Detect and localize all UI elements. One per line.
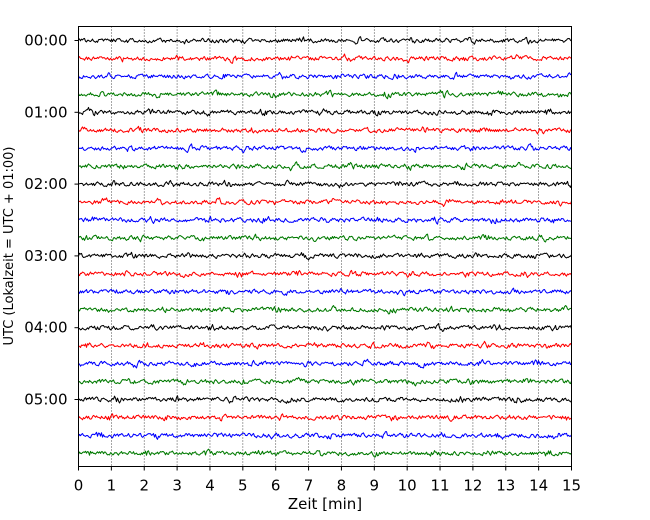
x-tick-label: 6 [271, 477, 281, 495]
x-tick-label: 3 [172, 477, 182, 495]
trace-line [77, 413, 572, 422]
x-axis-ticks: 0 1 2 3 4 5 6 7 8 9 10 11 12 13 14 15 [74, 466, 581, 495]
y-tick-label: 05:00 [24, 391, 67, 409]
vertical-gridlines [111, 26, 539, 467]
x-tick-label: 14 [529, 477, 548, 495]
y-tick-label: 03:00 [24, 247, 67, 265]
trace-line [77, 53, 572, 64]
trace-line [77, 323, 572, 332]
x-tick-label: 5 [238, 477, 248, 495]
trace-line [77, 179, 572, 189]
trace-line [77, 197, 572, 207]
trace-line [77, 161, 572, 172]
y-tick-label: 00:00 [24, 32, 67, 50]
x-tick-label: 11 [430, 477, 449, 495]
trace-line [77, 287, 572, 297]
trace-line [77, 106, 572, 117]
y-tick-label: 04:00 [24, 319, 67, 337]
x-tick-label: 4 [205, 477, 215, 495]
trace-line [77, 215, 572, 225]
trace-line [77, 233, 572, 243]
trace-line [77, 305, 572, 315]
x-tick-label: 0 [74, 477, 84, 495]
y-axis-ticks: 00:00 01:00 02:00 03:00 04:00 05:00 [24, 32, 79, 409]
x-tick-label: 1 [107, 477, 117, 495]
x-tick-label: 13 [496, 477, 515, 495]
x-tick-label: 8 [337, 477, 347, 495]
trace-line [77, 376, 572, 387]
x-tick-label: 10 [398, 477, 417, 495]
trace-line [77, 125, 572, 135]
trace-line [77, 71, 572, 81]
y-tick-label: 02:00 [24, 175, 67, 193]
trace-line [77, 89, 572, 100]
trace-line [77, 431, 572, 440]
trace-line [77, 448, 572, 458]
trace-line [77, 358, 572, 369]
x-tick-label: 15 [562, 477, 581, 495]
trace-line [77, 36, 572, 45]
plot-frame [78, 26, 572, 467]
trace-line [77, 395, 572, 404]
x-tick-label: 9 [370, 477, 380, 495]
x-tick-label: 7 [304, 477, 314, 495]
seismic-traces [77, 36, 572, 458]
y-tick-label: 01:00 [24, 103, 67, 121]
x-tick-label: 12 [463, 477, 482, 495]
x-axis-title: Zeit [min] [288, 495, 362, 513]
x-tick-label: 2 [139, 477, 149, 495]
y-axis-title: UTC (Lokalzeit = UTC + 01:00) [2, 147, 17, 346]
trace-line [77, 143, 572, 154]
trace-line [77, 251, 572, 261]
trace-line [77, 340, 572, 350]
trace-line [77, 269, 572, 279]
